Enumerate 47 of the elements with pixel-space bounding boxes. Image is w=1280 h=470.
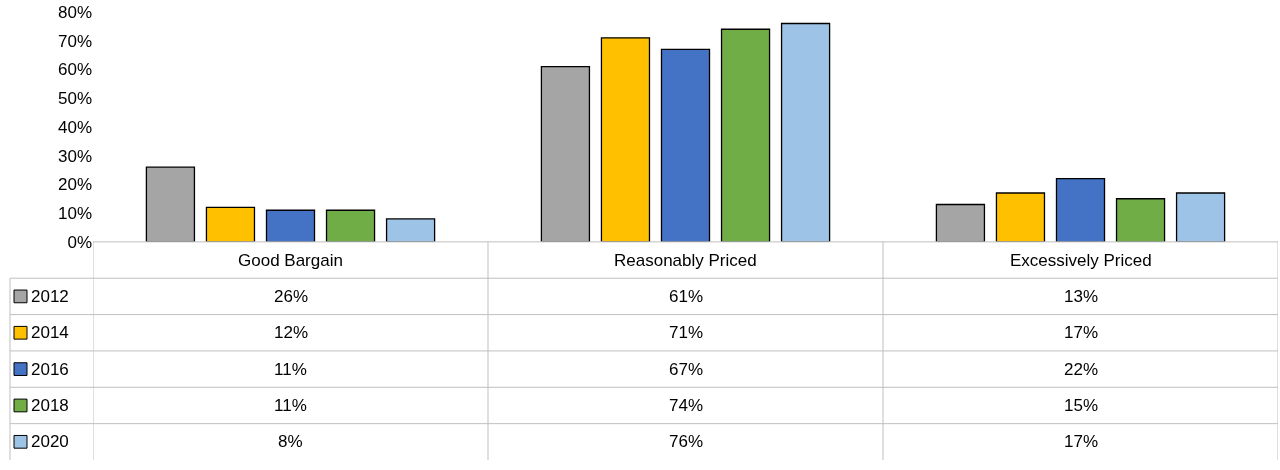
legend-label: 2014 [31,323,69,342]
x-tick-label: Excessively Priced [1010,251,1152,270]
data-label: 17% [1064,323,1099,342]
bar [205,206,256,242]
legend-label: 2012 [31,287,69,306]
legend-label: 2016 [31,360,69,379]
data-label: 61% [669,287,704,306]
bar [995,192,1046,242]
y-tick-label: 50% [57,89,92,109]
bar [385,218,436,242]
bar [1115,198,1166,242]
y-tick-label: 0% [67,232,92,252]
x-tick-label: Reasonably Priced [614,251,757,270]
bar [265,209,316,242]
x-tick-label: Good Bargain [238,251,343,270]
data-label: 71% [669,323,704,342]
bar [935,203,986,242]
data-label: 11% [274,396,307,415]
data-label: 11% [274,360,307,379]
bar [660,48,711,242]
legend-label: 2020 [31,432,69,451]
y-tick-label: 40% [57,117,92,137]
data-label: 15% [1064,396,1099,415]
y-tick-label: 30% [57,146,92,166]
data-label: 17% [1064,432,1099,451]
bar [780,22,831,242]
bar [720,28,771,242]
data-label: 26% [274,287,309,306]
y-tick-label: 80% [57,2,92,22]
data-label: 13% [1064,287,1099,306]
data-label: 22% [1064,360,1099,379]
y-tick-label: 70% [57,31,92,51]
data-label: 8% [278,432,303,451]
data-label: 67% [669,360,704,379]
data-label: 12% [274,323,309,342]
y-tick-label: 60% [57,60,92,80]
bar [600,37,651,242]
data-label: 76% [669,432,704,451]
data-label: 74% [669,396,704,415]
bar [145,166,196,242]
y-tick-label: 10% [57,204,92,224]
bar [1055,178,1106,242]
legend-label: 2018 [31,396,69,415]
y-tick-label: 20% [57,175,92,195]
bar [1175,192,1226,242]
bar [325,209,376,242]
bar [540,65,591,242]
